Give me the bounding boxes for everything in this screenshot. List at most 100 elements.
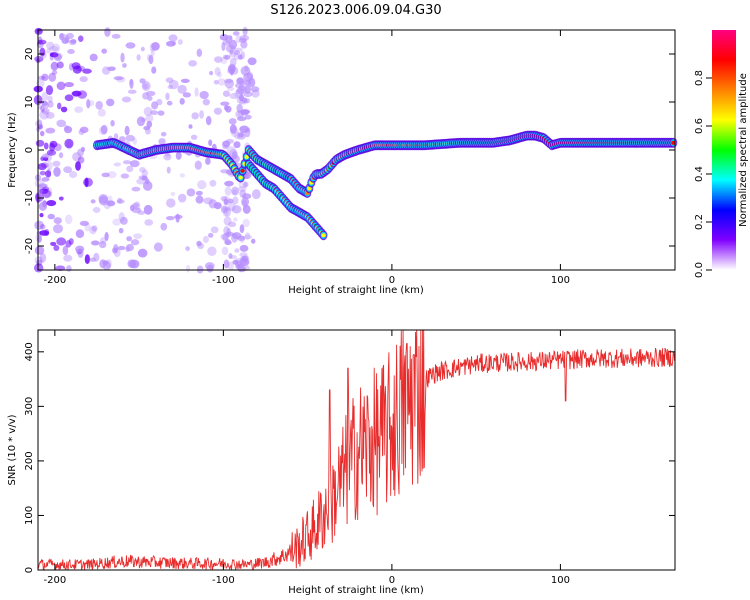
noise-cell (142, 180, 153, 191)
noise-cell (39, 110, 50, 120)
noise-cell (98, 240, 107, 249)
noise-cell (37, 36, 43, 45)
noise-cell (167, 84, 174, 90)
noise-cell (177, 193, 187, 203)
noise-cell (46, 161, 53, 171)
noise-cell (99, 237, 107, 245)
noise-cell (219, 34, 229, 41)
noise-cell (91, 225, 98, 232)
noise-cell (227, 201, 236, 212)
noise-cell (229, 124, 237, 134)
noise-cell (242, 218, 250, 228)
noise-cell (224, 54, 231, 60)
noise-cell (84, 254, 90, 265)
noise-cell (63, 254, 73, 262)
snr-y-axis-label: SNR (10 * v/v) (7, 414, 18, 485)
noise-cell (54, 143, 62, 152)
noise-cell (67, 49, 75, 55)
noise-cell (52, 160, 61, 167)
y-tick-label: 300 (24, 397, 35, 416)
noise-cell (50, 241, 57, 247)
noise-cell (186, 264, 191, 273)
snr-ticks: -200 -100 0 100 0 100 200 300 400 (24, 330, 675, 586)
noise-cell (51, 69, 58, 75)
noise-cell (64, 81, 74, 88)
noise-cell (129, 259, 140, 269)
noise-cell (133, 233, 143, 239)
noise-cell (79, 220, 89, 226)
x-tick-label: -100 (212, 575, 235, 586)
x-tick-label: -200 (44, 575, 67, 586)
noise-cell (65, 240, 72, 248)
noise-cell (209, 179, 217, 187)
noise-cell (234, 248, 240, 253)
noise-cell (50, 61, 59, 71)
noise-cell (117, 245, 126, 251)
noise-cell (129, 78, 134, 89)
snr-x-axis-label: Height of straight line (km) (288, 585, 424, 596)
noise-cell (223, 259, 230, 269)
noise-cell (239, 189, 247, 198)
noise-cell (111, 33, 121, 39)
noise-cell (53, 244, 60, 252)
colorbar-tick-label: 0.4 (694, 166, 705, 182)
noise-cell (243, 91, 253, 98)
noise-cell (120, 216, 128, 225)
noise-cell (222, 90, 230, 97)
noise-cell (113, 76, 124, 81)
noise-cell (151, 41, 160, 51)
noise-cell (53, 166, 61, 177)
noise-cell (177, 39, 183, 45)
noise-cell (102, 260, 109, 265)
ridge-core (244, 154, 249, 159)
noise-cell (113, 162, 122, 167)
noise-cell (41, 177, 50, 182)
noise-cell (250, 86, 260, 93)
noise-cell (208, 139, 213, 147)
noise-cell (188, 124, 193, 129)
noise-cell (248, 77, 256, 88)
noise-cell (48, 72, 57, 82)
noise-cell (168, 34, 178, 42)
noise-cell (37, 183, 48, 188)
noise-cell (84, 177, 89, 188)
colorbar-label: Normalized spectral amplitude (738, 73, 749, 227)
noise-cell (236, 116, 247, 122)
noise-cell (213, 56, 223, 63)
noise-cell (38, 201, 47, 211)
noise-cell (222, 140, 231, 148)
noise-cell (237, 54, 243, 60)
y-tick-label: -10 (24, 190, 35, 206)
noise-cell (64, 94, 74, 102)
noise-cell (89, 53, 98, 62)
noise-cell (205, 262, 215, 270)
noise-cell (163, 153, 172, 161)
noise-cell (194, 160, 202, 170)
spectrogram-heatmap (33, 26, 678, 274)
noise-cell (72, 152, 82, 162)
noise-cell (104, 27, 111, 37)
colorbar-tick-label: 0.0 (694, 262, 705, 278)
noise-cell (38, 124, 43, 130)
noise-cell (56, 61, 64, 69)
noise-cell (220, 101, 230, 106)
noise-cell (69, 39, 77, 46)
noise-cell (148, 54, 154, 65)
noise-cell (158, 138, 166, 145)
noise-cell (222, 207, 229, 217)
noise-cell (224, 186, 232, 196)
noise-cell (42, 153, 50, 159)
noise-cell (42, 186, 50, 192)
noise-cell (242, 234, 253, 240)
noise-cell (186, 188, 196, 197)
noise-cell (229, 57, 237, 67)
y-tick-label: 20 (24, 48, 35, 61)
x-tick-label: 0 (389, 275, 395, 286)
noise-cell (213, 79, 219, 85)
noise-cell (220, 196, 228, 202)
noise-cell (225, 39, 230, 45)
noise-cell (171, 40, 177, 46)
noise-cell (58, 196, 64, 201)
noise-cell (251, 189, 261, 200)
noise-cell (89, 226, 97, 235)
